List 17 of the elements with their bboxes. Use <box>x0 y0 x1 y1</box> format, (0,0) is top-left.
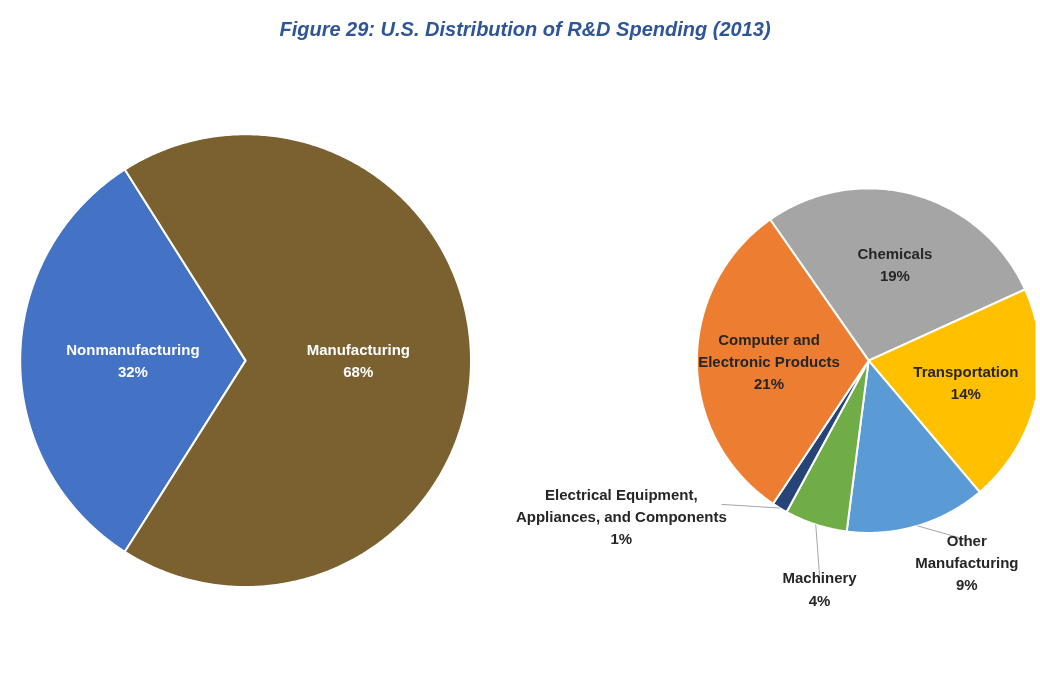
slice-label: Other Manufacturing <box>915 531 1019 571</box>
data-label: 9% <box>955 576 978 594</box>
text: Figure 29: U.S. Distribution of R&D Spending (2013) <box>279 17 771 42</box>
data-label: 19% <box>879 266 910 284</box>
slice-label: Machinery <box>782 569 858 587</box>
slice-label: Chemicals <box>857 244 933 262</box>
data-label: 21% <box>754 375 785 393</box>
slice-label: Electrical Equipment, Appliances, and Components <box>515 485 727 525</box>
slice-label: Manufacturing <box>306 341 410 359</box>
data-label: 14% <box>950 385 981 403</box>
data-label: 32% <box>117 363 148 381</box>
slice-label: Computer and Electronic Products <box>698 331 840 371</box>
data-label: 4% <box>808 591 831 609</box>
data-label: 1% <box>610 529 633 547</box>
slice-label: Nonmanufacturing <box>66 341 200 359</box>
slice-label: Transportation <box>913 362 1019 380</box>
data-label: 68% <box>343 363 374 381</box>
